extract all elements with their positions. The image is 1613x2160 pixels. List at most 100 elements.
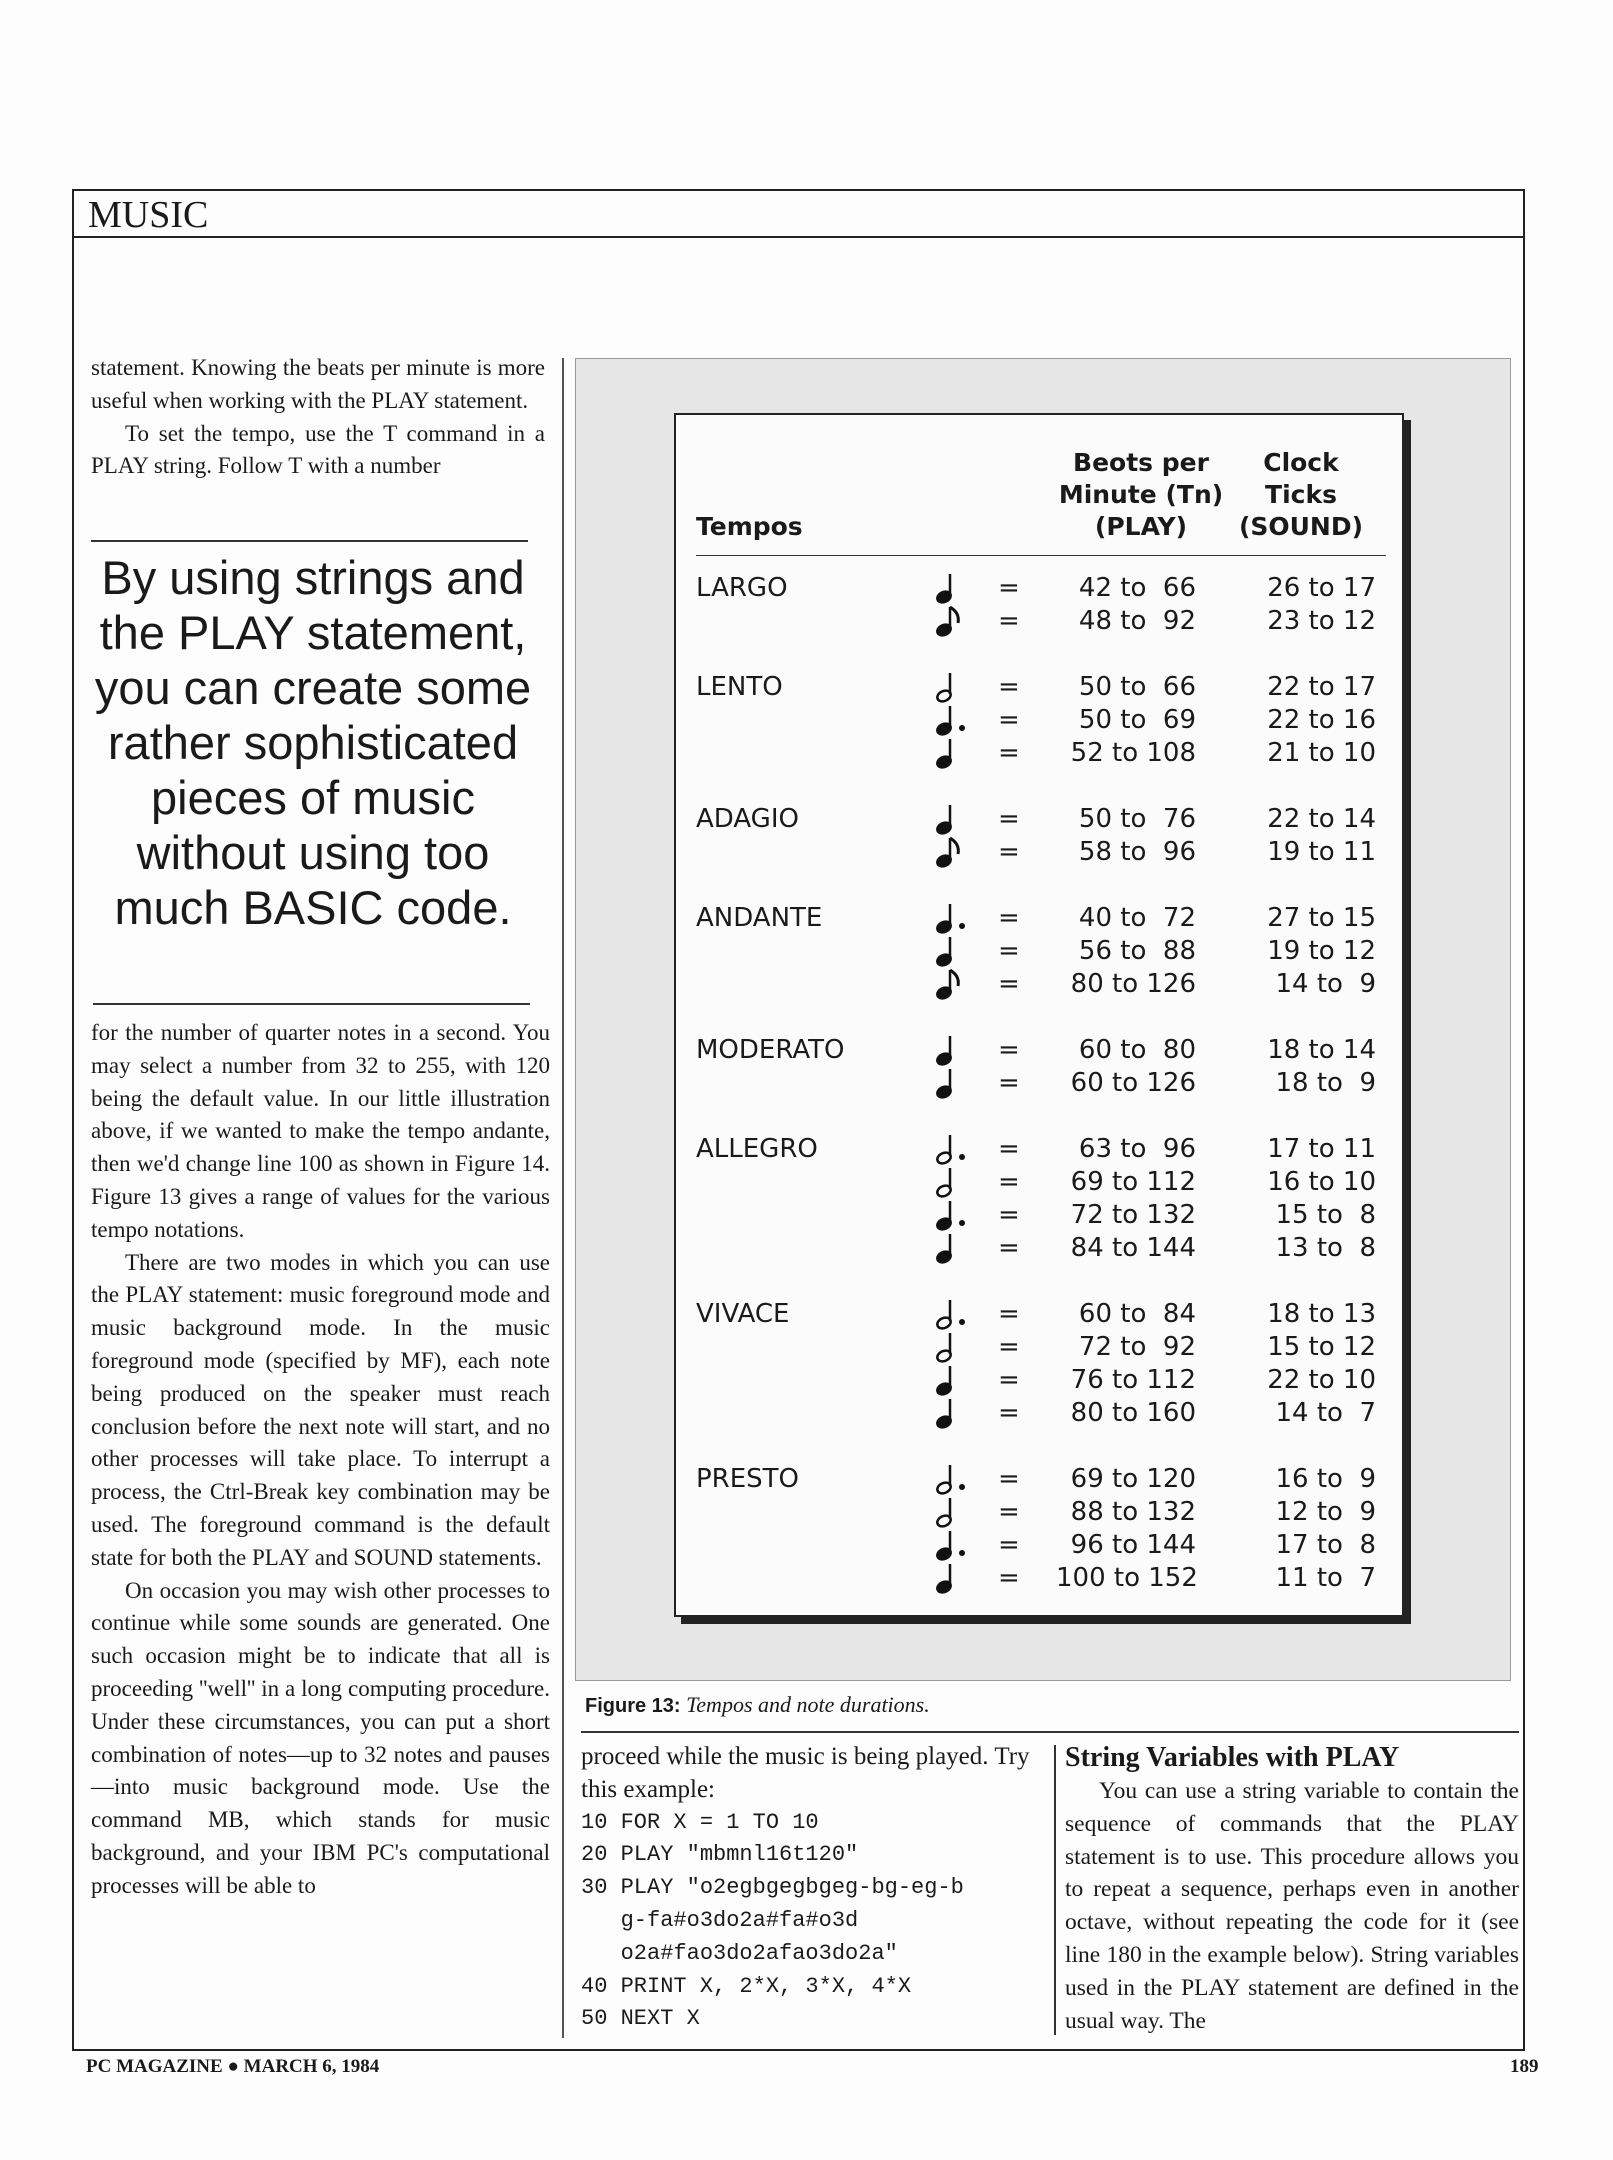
bpm-range: 80 to 126: [1070, 969, 1196, 999]
tempo-name: VIVACE: [696, 1299, 790, 1329]
divider: [581, 1731, 1519, 1733]
tempo-name: LENTO: [696, 672, 783, 702]
equals-sign: =: [998, 1233, 1020, 1263]
paragraph: To set the tempo, use the T command in a…: [91, 420, 545, 479]
note-quarter-icon: [934, 1562, 974, 1595]
bpm-range: 56 to 88: [1078, 936, 1196, 966]
equals-sign: =: [998, 1068, 1020, 1098]
note-dotted-quarter-icon: [934, 1529, 974, 1562]
tempo-name: ALLEGRO: [696, 1134, 818, 1164]
equals-sign: =: [998, 738, 1020, 768]
bpm-range: 58 to 96: [1078, 837, 1196, 867]
equals-sign: =: [998, 837, 1020, 867]
equals-sign: =: [998, 1365, 1020, 1395]
left-column-top: statement. Knowing the beats per minute …: [91, 352, 545, 483]
note-dotted-half-icon: [934, 1133, 974, 1166]
note-eighth-icon: [934, 968, 974, 1001]
footer-publication: PC MAGAZINE ● MARCH 6, 1984: [86, 2056, 380, 2077]
header-line: Ticks: [1265, 480, 1337, 509]
equals-sign: =: [998, 606, 1020, 636]
note-quarter-icon: [934, 1232, 974, 1265]
note-quarter-icon: [934, 935, 974, 968]
clock-ticks-range: 19 to 12: [1267, 936, 1376, 966]
header-line: Minute (Tn): [1058, 480, 1224, 509]
equals-sign: =: [998, 903, 1020, 933]
clock-ticks-range: 18 to 9: [1275, 1068, 1376, 1098]
clock-ticks-range: 19 to 11: [1267, 837, 1376, 867]
section-header: MUSIC: [72, 189, 1525, 238]
header-line: (PLAY): [1094, 512, 1188, 541]
middle-column: proceed while the music is being played.…: [581, 1741, 1046, 2036]
note-half-icon: [934, 1166, 974, 1199]
bpm-range: 69 to 120: [1070, 1464, 1196, 1494]
equals-sign: =: [998, 573, 1020, 603]
caption-text: Tempos and note durations.: [686, 1692, 930, 1717]
tempo-name: PRESTO: [696, 1464, 800, 1494]
note-eighth-icon: [934, 836, 974, 869]
clock-ticks-range: 12 to 9: [1275, 1497, 1376, 1527]
header-ticks: Clock Ticks (SOUND): [1221, 447, 1381, 543]
bpm-range: 84 to 144: [1070, 1233, 1196, 1263]
header-tempos: Tempos: [696, 512, 803, 541]
bpm-range: 72 to 132: [1070, 1200, 1196, 1230]
bpm-range: 50 to 66: [1078, 672, 1196, 702]
section-title: MUSIC: [88, 194, 209, 236]
bpm-range: 50 to 69: [1078, 705, 1196, 735]
clock-ticks-range: 15 to 12: [1267, 1332, 1376, 1362]
equals-sign: =: [998, 705, 1020, 735]
note-dotted-half-icon: [934, 1463, 974, 1496]
tempo-name: ADAGIO: [696, 804, 799, 834]
note-quarter-icon: [934, 1034, 974, 1067]
page-frame: [72, 189, 1525, 2051]
clock-ticks-range: 26 to 17: [1267, 573, 1376, 603]
note-half-icon: [934, 1496, 974, 1529]
clock-ticks-range: 17 to 11: [1267, 1134, 1376, 1164]
bpm-range: 80 to 160: [1070, 1398, 1196, 1428]
note-quarter-icon: [934, 1364, 974, 1397]
paragraph: There are two modes in which you can use…: [91, 1249, 550, 1570]
equals-sign: =: [998, 969, 1020, 999]
bpm-range: 63 to 96: [1078, 1134, 1196, 1164]
bpm-range: 72 to 92: [1078, 1332, 1196, 1362]
column-divider: [1054, 1745, 1056, 2035]
clock-ticks-range: 13 to 8: [1275, 1233, 1376, 1263]
bpm-range: 48 to 92: [1078, 606, 1196, 636]
header-line: Beots per: [1073, 448, 1209, 477]
code-line: 20 PLAY "mbmnl16t120": [581, 1842, 859, 1868]
equals-sign: =: [998, 1035, 1020, 1065]
divider: [93, 1003, 530, 1005]
equals-sign: =: [998, 804, 1020, 834]
header-line: (SOUND): [1238, 512, 1364, 541]
note-eighth-icon: [934, 605, 974, 638]
note-dotted-half-icon: [934, 1298, 974, 1331]
bpm-range: 60 to 126: [1070, 1068, 1196, 1098]
note-quarter-icon: [934, 1067, 974, 1100]
bpm-range: 60 to 80: [1078, 1035, 1196, 1065]
code-listing: 10 FOR X = 1 TO 10 20 PLAY "mbmnl16t120" 3…: [581, 1807, 1046, 2037]
pull-quote: By using strings and the PLAY statement,…: [94, 551, 532, 934]
note-dotted-quarter-icon: [934, 902, 974, 935]
clock-ticks-range: 16 to 9: [1275, 1464, 1376, 1494]
code-line: 30 PLAY "o2egbgegbgeg-bg-eg-b: [581, 1875, 964, 1901]
paragraph: proceed while the music is being played.…: [581, 1743, 1030, 1803]
divider: [91, 540, 528, 542]
code-line: 10 FOR X = 1 TO 10: [581, 1809, 819, 1835]
clock-ticks-range: 16 to 10: [1267, 1167, 1376, 1197]
bpm-range: 60 to 84: [1078, 1299, 1196, 1329]
equals-sign: =: [998, 1530, 1020, 1560]
paragraph: statement. Knowing the beats per minute …: [91, 355, 545, 413]
clock-ticks-range: 14 to 9: [1275, 969, 1376, 999]
clock-ticks-range: 22 to 14: [1267, 804, 1376, 834]
equals-sign: =: [998, 1332, 1020, 1362]
equals-sign: =: [998, 672, 1020, 702]
code-line: 40 PRINT X, 2*X, 3*X, 4*X: [581, 1973, 912, 1999]
paragraph: for the number of quarter notes in a sec…: [91, 1020, 550, 1242]
header-rule: [696, 555, 1386, 556]
bpm-range: 69 to 112: [1070, 1167, 1196, 1197]
equals-sign: =: [998, 1134, 1020, 1164]
bpm-range: 50 to 76: [1078, 804, 1196, 834]
bpm-range: 96 to 144: [1070, 1530, 1196, 1560]
clock-ticks-range: 27 to 15: [1267, 903, 1376, 933]
clock-ticks-range: 18 to 13: [1267, 1299, 1376, 1329]
